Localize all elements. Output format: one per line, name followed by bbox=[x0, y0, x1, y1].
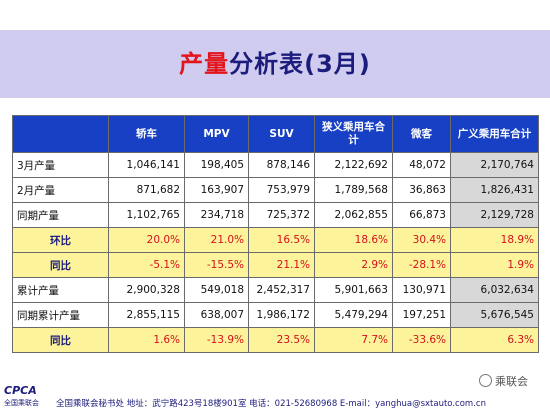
table-cell: 1.6% bbox=[108, 327, 185, 353]
row-label: 环比 bbox=[12, 227, 109, 253]
table-cell: 753,979 bbox=[248, 177, 315, 203]
table-cell: -13.9% bbox=[184, 327, 249, 353]
table-cell: 2,855,115 bbox=[108, 302, 185, 328]
table-row: 3月产量 1,046,141 198,405 878,146 2,122,692 48,0… bbox=[12, 152, 539, 178]
table-cell: 2,900,328 bbox=[108, 277, 185, 303]
table-row: 环比 20.0% 21.0% 16.5% 18.6% 30.4% 18.9% bbox=[12, 227, 539, 253]
table-cell: 549,018 bbox=[184, 277, 249, 303]
title-rest: 分析表(3月) bbox=[229, 50, 371, 78]
table-cell: 1,826,431 bbox=[450, 177, 539, 203]
cpca-logo: CPCA bbox=[4, 384, 37, 397]
table-row: 同比 1.6% -13.9% 23.5% 7.7% -33.6% 6.3% bbox=[12, 327, 539, 353]
header-cell: MPV bbox=[184, 115, 249, 153]
wechat-icon bbox=[479, 374, 492, 387]
table-cell: 2,122,692 bbox=[314, 152, 393, 178]
table-cell: 130,971 bbox=[392, 277, 451, 303]
table-cell: 1,102,765 bbox=[108, 202, 185, 228]
title-accent: 产量 bbox=[179, 50, 230, 78]
row-label: 同比 bbox=[12, 252, 109, 278]
table-cell: 163,907 bbox=[184, 177, 249, 203]
table-cell: -33.6% bbox=[392, 327, 451, 353]
production-table: 轿车 MPV SUV 狭义乘用车合计 微客 广义乘用车合计 3月产量 1,046,… bbox=[12, 115, 539, 386]
row-label: 3月产量 bbox=[12, 152, 109, 178]
header-cell: SUV bbox=[248, 115, 315, 153]
table-cell: 18.9% bbox=[450, 227, 539, 253]
table-cell: 23.5% bbox=[248, 327, 315, 353]
row-label: 2月产量 bbox=[12, 177, 109, 203]
table-cell: 66,873 bbox=[392, 202, 451, 228]
cpca-logo-sub: 全国乘联会 bbox=[4, 399, 39, 407]
table-row: 同期产量 1,102,765 234,718 725,372 2,062,855 66,8… bbox=[12, 202, 539, 228]
row-label: 同比 bbox=[12, 327, 109, 353]
table-cell: 725,372 bbox=[248, 202, 315, 228]
table-cell: 30.4% bbox=[392, 227, 451, 253]
table-cell: -5.1% bbox=[108, 252, 185, 278]
table-cell: 16.5% bbox=[248, 227, 315, 253]
watermark: 乘联会 bbox=[476, 372, 531, 390]
table-cell: 1,046,141 bbox=[108, 152, 185, 178]
table-row: 同比 -5.1% -15.5% 21.1% 2.9% -28.1% 1.9% bbox=[12, 252, 539, 278]
row-label: 同期累计产量 bbox=[12, 302, 109, 328]
table-cell: 5,901,663 bbox=[314, 277, 393, 303]
table-row: 同期累计产量 2,855,115 638,007 1,986,172 5,479,294… bbox=[12, 302, 539, 328]
header-cell: 狭义乘用车合计 bbox=[314, 115, 393, 153]
header-cell: 微客 bbox=[392, 115, 451, 153]
table-cell: 878,146 bbox=[248, 152, 315, 178]
header-cell bbox=[12, 115, 109, 153]
table-cell: 5,479,294 bbox=[314, 302, 393, 328]
header-cell: 轿车 bbox=[108, 115, 185, 153]
table-cell: 2.9% bbox=[314, 252, 393, 278]
watermark-text: 乘联会 bbox=[495, 375, 528, 388]
table-cell: -28.1% bbox=[392, 252, 451, 278]
table-row: 2月产量 871,682 163,907 753,979 1,789,568 36,863… bbox=[12, 177, 539, 203]
table-cell: 6.3% bbox=[450, 327, 539, 353]
header-cell: 广义乘用车合计 bbox=[450, 115, 539, 153]
table-cell: 2,062,855 bbox=[314, 202, 393, 228]
table-cell: 197,251 bbox=[392, 302, 451, 328]
footer-address: 全国乘联会秘书处 地址：武宁路423号18楼901室 电话：021-526809… bbox=[56, 399, 486, 409]
table-cell: 48,072 bbox=[392, 152, 451, 178]
page-title: 产量分析表(3月) bbox=[0, 44, 550, 79]
data-table: 轿车 MPV SUV 狭义乘用车合计 微客 广义乘用车合计 3月产量 1,046,… bbox=[12, 115, 539, 353]
table-cell: 5,676,545 bbox=[450, 302, 539, 328]
table-cell: 2,170,764 bbox=[450, 152, 539, 178]
table-cell: 1,986,172 bbox=[248, 302, 315, 328]
table-cell: 198,405 bbox=[184, 152, 249, 178]
table-cell: 234,718 bbox=[184, 202, 249, 228]
table-cell: 2,452,317 bbox=[248, 277, 315, 303]
table-cell: 21.1% bbox=[248, 252, 315, 278]
table-cell: 1,789,568 bbox=[314, 177, 393, 203]
table-cell: 7.7% bbox=[314, 327, 393, 353]
table-cell: -15.5% bbox=[184, 252, 249, 278]
table-row: 累计产量 2,900,328 549,018 2,452,317 5,901,663 13… bbox=[12, 277, 539, 303]
table-cell: 21.0% bbox=[184, 227, 249, 253]
table-cell: 6,032,634 bbox=[450, 277, 539, 303]
row-label: 累计产量 bbox=[12, 277, 109, 303]
title-band bbox=[0, 30, 550, 98]
row-label: 同期产量 bbox=[12, 202, 109, 228]
table-cell: 20.0% bbox=[108, 227, 185, 253]
header-row: 轿车 MPV SUV 狭义乘用车合计 微客 广义乘用车合计 bbox=[12, 115, 539, 153]
table-cell: 18.6% bbox=[314, 227, 393, 253]
table-cell: 2,129,728 bbox=[450, 202, 539, 228]
table-cell: 1.9% bbox=[450, 252, 539, 278]
table-cell: 36,863 bbox=[392, 177, 451, 203]
table-cell: 871,682 bbox=[108, 177, 185, 203]
table-cell: 638,007 bbox=[184, 302, 249, 328]
